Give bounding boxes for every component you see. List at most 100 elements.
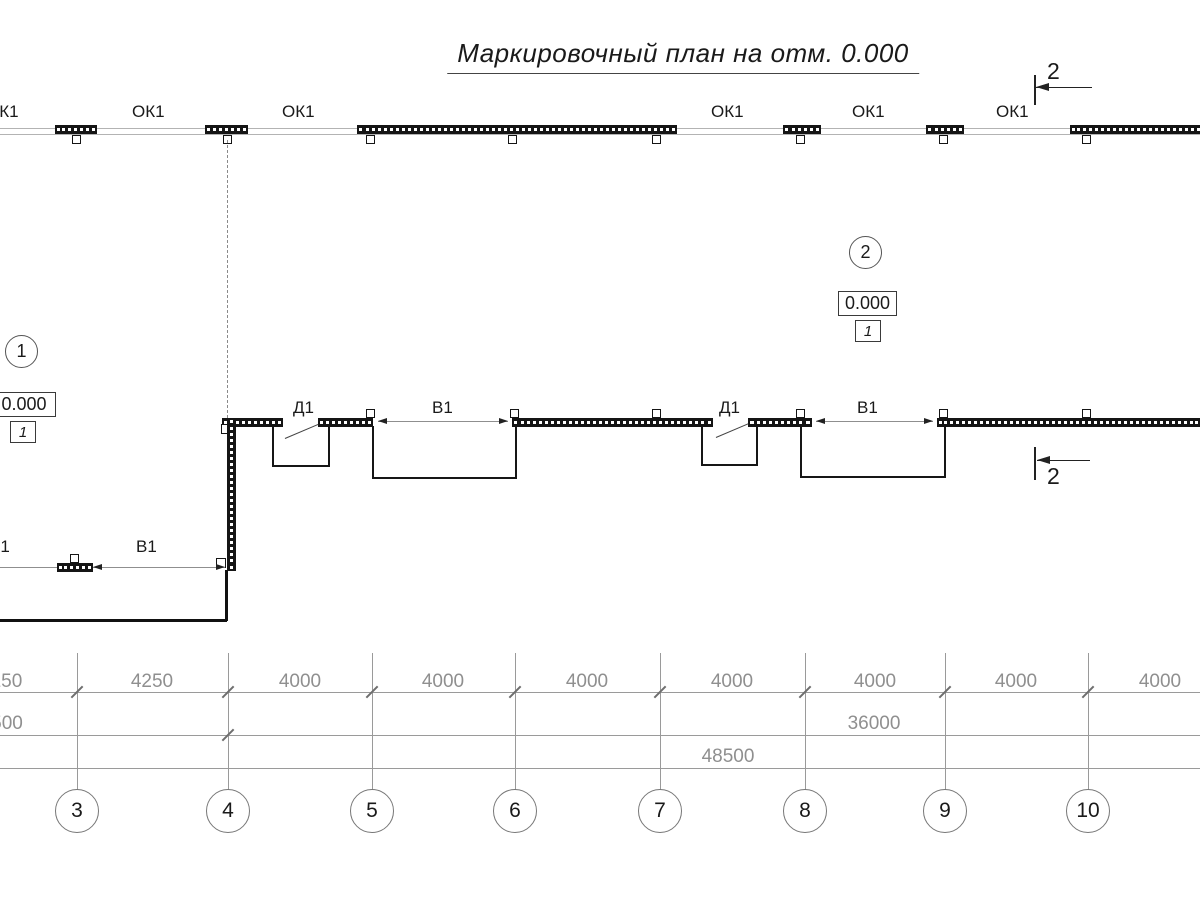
- section-arrow-icon: [1036, 83, 1049, 91]
- window-symbol: [357, 125, 677, 134]
- grid-axis-bubble-7: 7: [638, 789, 682, 833]
- dim-value: 4000: [853, 671, 897, 692]
- wall-segment: [937, 418, 1200, 427]
- recess-outline: [272, 426, 330, 467]
- window-symbol: [55, 125, 97, 134]
- wall-segment: [222, 418, 283, 427]
- section-mark-label: 2: [1047, 463, 1060, 489]
- window-label: ОК1: [711, 102, 744, 121]
- opening-span-line: [378, 421, 508, 422]
- opening-label: В1: [0, 537, 10, 556]
- wall-segment: [748, 418, 812, 427]
- bubble-2: 2: [849, 236, 882, 269]
- dim-value: 48500: [701, 746, 755, 767]
- grid-axis-bubble-10: 10: [1066, 789, 1110, 833]
- opening-label: В1: [857, 398, 878, 417]
- extension-line: [372, 653, 373, 790]
- dim-value: 4000: [278, 671, 322, 692]
- note-box: 1: [10, 421, 36, 443]
- pier-tab: [510, 409, 519, 418]
- grid-axis-bubble-3: 3: [55, 789, 99, 833]
- extension-line: [945, 653, 946, 790]
- pier-tab: [1082, 135, 1091, 144]
- dimension-line-3: [0, 768, 1200, 769]
- grid-axis-label: 6: [509, 799, 521, 822]
- elevation-value: 0.000: [844, 293, 891, 313]
- section-arrow-icon: [1037, 456, 1050, 464]
- elevation-box: 0.000: [0, 392, 56, 417]
- extension-line: [660, 653, 661, 790]
- grid-axis-bubble-4: 4: [206, 789, 250, 833]
- arrow-left-icon: [378, 418, 387, 424]
- door-label: Д1: [719, 398, 740, 417]
- opening-label: В1: [432, 398, 453, 417]
- note-value: 1: [863, 322, 873, 340]
- dim-value: 4000: [710, 671, 754, 692]
- pier-tab: [72, 135, 81, 144]
- pier-tab: [70, 554, 79, 563]
- pier-tab: [366, 135, 375, 144]
- wall-segment: [57, 563, 93, 572]
- dim-value: 4250: [130, 671, 174, 692]
- opening-span-line: [0, 567, 225, 568]
- dim-value: 36000: [847, 713, 901, 734]
- section-mark-arrow-line: [1037, 460, 1090, 462]
- grid-axis-bubble-8: 8: [783, 789, 827, 833]
- dimension-line-2: [0, 735, 1200, 736]
- grid-axis-label: 9: [939, 799, 951, 822]
- window-label: ОК1: [996, 102, 1029, 121]
- window-label: ОК1: [282, 102, 315, 121]
- outline-horizontal: [0, 619, 227, 622]
- outline-vertical: [225, 570, 228, 621]
- section-mark-label: 2: [1047, 58, 1060, 84]
- wall-segment: [512, 418, 713, 427]
- extension-line: [228, 653, 229, 790]
- pier-tab: [1082, 409, 1091, 418]
- note-box: 1: [855, 320, 881, 342]
- pier-tab: [652, 409, 661, 418]
- pier-tab: [366, 409, 375, 418]
- grid-axis-label: 5: [366, 799, 378, 822]
- pier-tab: [508, 135, 517, 144]
- extension-line: [77, 653, 78, 790]
- window-label: ОК1: [0, 102, 19, 121]
- grid-axis-label: 8: [799, 799, 811, 822]
- pier-tab: [796, 135, 805, 144]
- section-mark-arrow-line: [1036, 87, 1092, 89]
- pier-tab: [939, 409, 948, 418]
- section-mark-line: [1034, 447, 1036, 480]
- door-label: Д1: [293, 398, 314, 417]
- dashed-axis-line: [227, 140, 228, 418]
- recess-outline: [372, 426, 517, 479]
- bubble-1: 1: [5, 335, 38, 368]
- elevation-box: 0.000: [838, 291, 897, 316]
- dim-value: 12500: [0, 713, 23, 734]
- dim-value: 4000: [1138, 671, 1182, 692]
- dim-value: 4000: [421, 671, 465, 692]
- dim-value: 4000: [994, 671, 1038, 692]
- window-symbol: [205, 125, 248, 134]
- wall-segment: [318, 418, 373, 427]
- pier-tab: [796, 409, 805, 418]
- grid-axis-label: 4: [222, 799, 234, 822]
- opening-span-line: [816, 421, 933, 422]
- section-mark-line: [1034, 75, 1036, 105]
- dim-value: 4000: [565, 671, 609, 692]
- arrow-right-icon: [924, 418, 933, 424]
- bubble-2-label: 2: [860, 242, 871, 262]
- window-label: ОК1: [852, 102, 885, 121]
- arrow-left-icon: [816, 418, 825, 424]
- dimension-line-1: [0, 692, 1200, 693]
- extension-line: [1088, 653, 1089, 790]
- grid-axis-bubble-9: 9: [923, 789, 967, 833]
- note-value: 1: [18, 423, 28, 441]
- arrow-right-icon: [216, 564, 225, 570]
- grid-axis-label: 3: [71, 799, 83, 822]
- opening-label: В1: [136, 537, 157, 556]
- bubble-1-label: 1: [16, 341, 27, 361]
- grid-axis-bubble-5: 5: [350, 789, 394, 833]
- extension-line: [805, 653, 806, 790]
- recess-outline: [800, 426, 946, 478]
- window-symbol: [926, 125, 964, 134]
